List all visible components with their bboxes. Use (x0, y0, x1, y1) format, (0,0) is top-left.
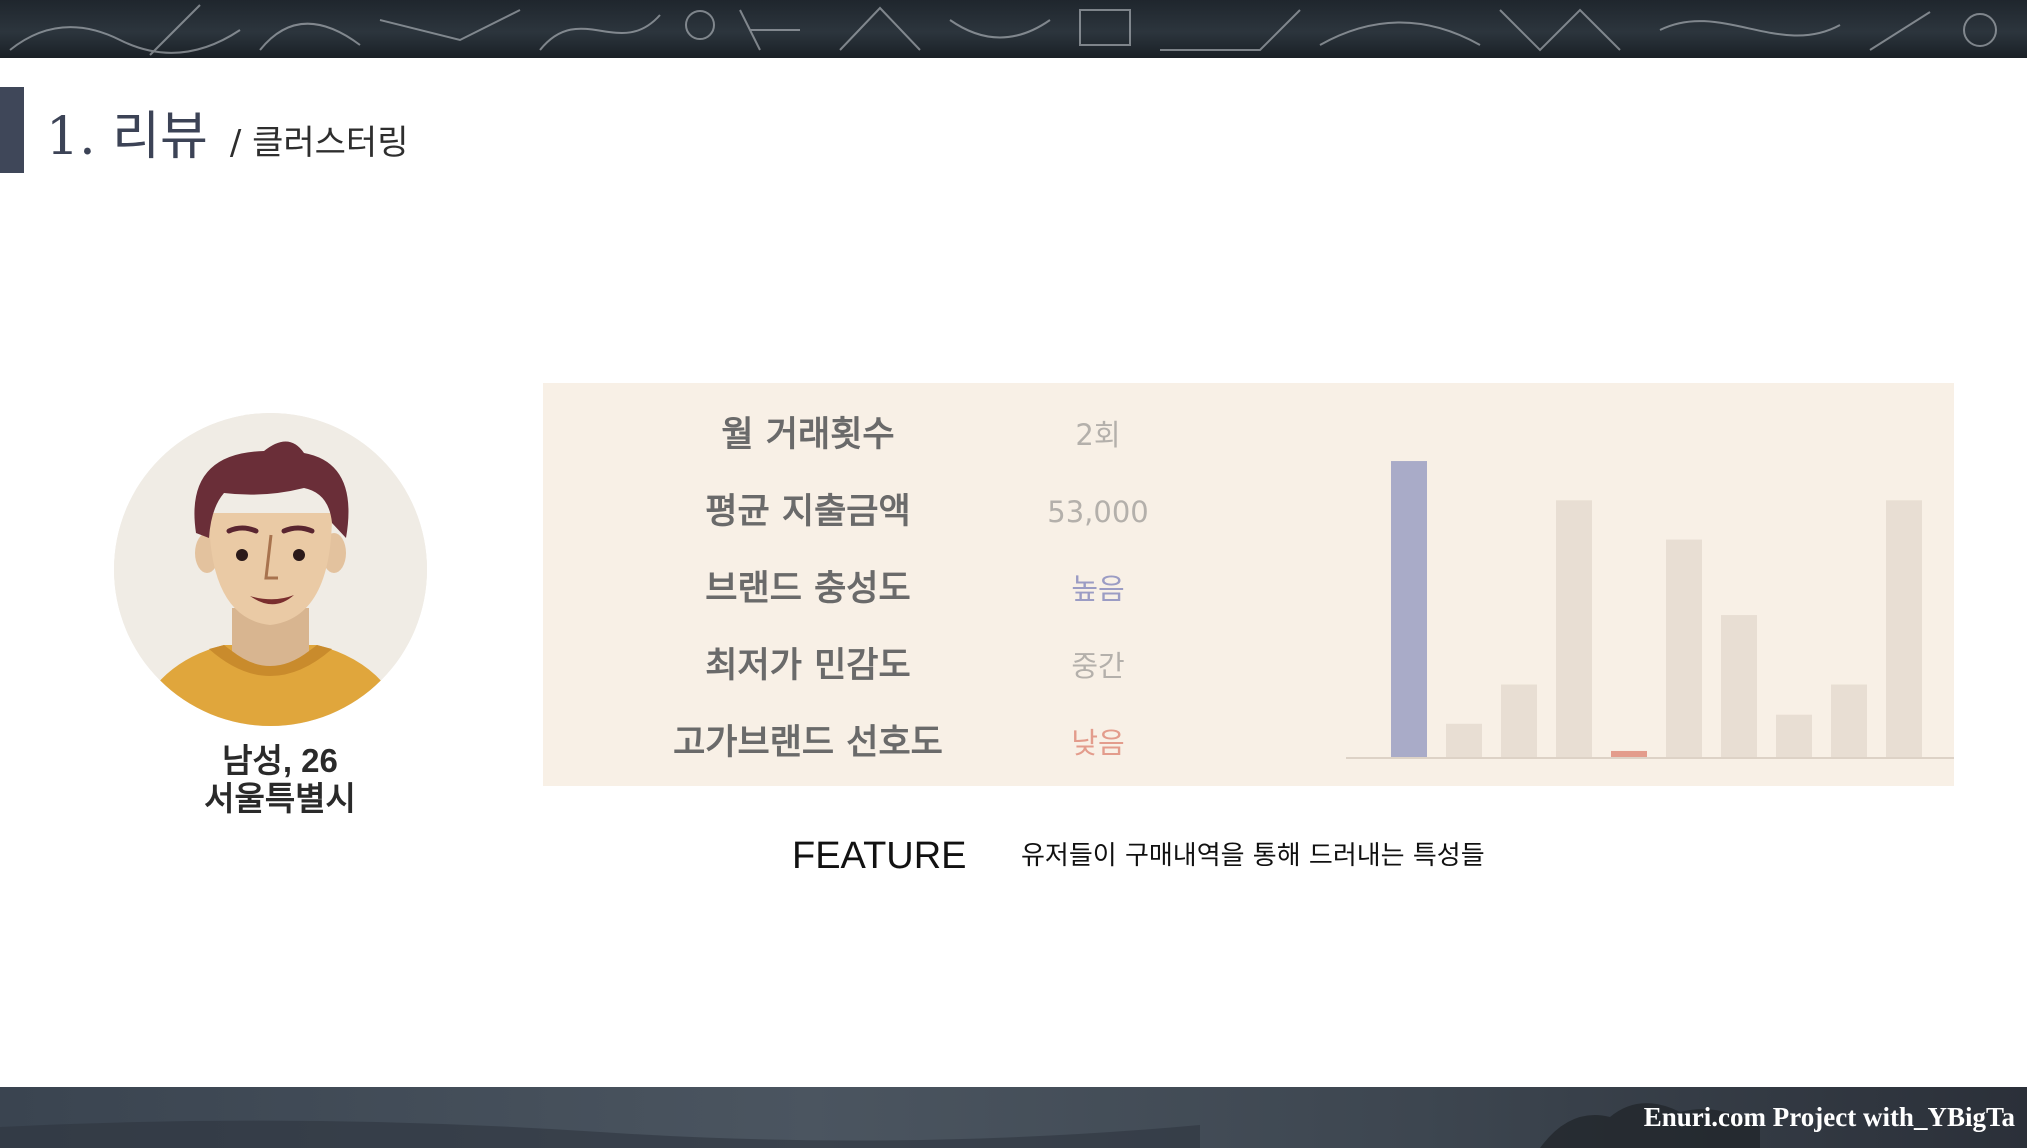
chart-bar (1666, 539, 1702, 757)
chart-bar (1831, 684, 1867, 757)
bottom-banner: Enuri.com Project with_YBigTa (0, 1087, 2027, 1148)
footer-landscape-pattern (0, 1103, 1760, 1148)
chart-bar (1391, 461, 1427, 757)
feature-panel: 월 거래횟수 2회 평균 지출금액 53,000 브랜드 충성도 높음 최저가 … (543, 383, 1954, 786)
feature-label: 월 거래횟수 (721, 415, 895, 455)
chart-bar (1446, 723, 1482, 757)
feature-legend-title: FEATURE (792, 835, 967, 877)
feature-row: 월 거래횟수 2회 (543, 405, 1243, 465)
feature-legend-description: 유저들이 구매내역을 통해 드러내는 특성들 (1021, 841, 1485, 871)
feature-value: 높음 (1071, 572, 1125, 606)
chart-bar (1776, 714, 1812, 757)
feature-value: 2회 (1075, 418, 1121, 452)
user-avatar (114, 413, 427, 726)
feature-row: 평균 지출금액 53,000 (543, 482, 1243, 542)
feature-value: 53,000 (1047, 495, 1149, 529)
feature-label: 고가브랜드 선호도 (673, 723, 943, 763)
feature-row: 최저가 민감도 중간 (543, 636, 1243, 696)
man-avatar-icon (114, 413, 427, 726)
user-profile-caption: 남성, 26 서울특별시 (130, 742, 430, 818)
user-gender-age: 남성, 26 (222, 742, 338, 779)
slide-subtitle: / 클러스터링 (229, 123, 409, 163)
slide-heading: 1. 리뷰 / 클러스터링 (46, 94, 409, 167)
feature-row: 고가브랜드 선호도 낮음 (543, 713, 1243, 773)
footer-credit: Enuri.com Project with_YBigTa (1643, 1102, 2015, 1132)
chart-bar (1611, 750, 1647, 757)
chart-bar (1721, 615, 1757, 757)
top-banner (0, 0, 2027, 58)
chart-bar (1556, 500, 1592, 757)
feature-row: 브랜드 충성도 높음 (543, 559, 1243, 619)
chart-bar (1886, 500, 1922, 757)
user-location: 서울특별시 (204, 780, 356, 817)
feature-value: 낮음 (1071, 726, 1125, 760)
feature-label: 평균 지출금액 (705, 492, 911, 532)
feature-bar-chart (1346, 440, 1954, 762)
feature-label: 최저가 민감도 (705, 646, 911, 686)
chart-bar (1501, 684, 1537, 757)
slide-title: 1. 리뷰 (46, 107, 208, 167)
feature-value: 중간 (1071, 649, 1125, 683)
feature-label: 브랜드 충성도 (705, 569, 911, 609)
chalkboard-pattern (9, 4, 1997, 56)
bar-chart-svg (1346, 461, 1954, 759)
title-accent-bar (0, 87, 24, 173)
